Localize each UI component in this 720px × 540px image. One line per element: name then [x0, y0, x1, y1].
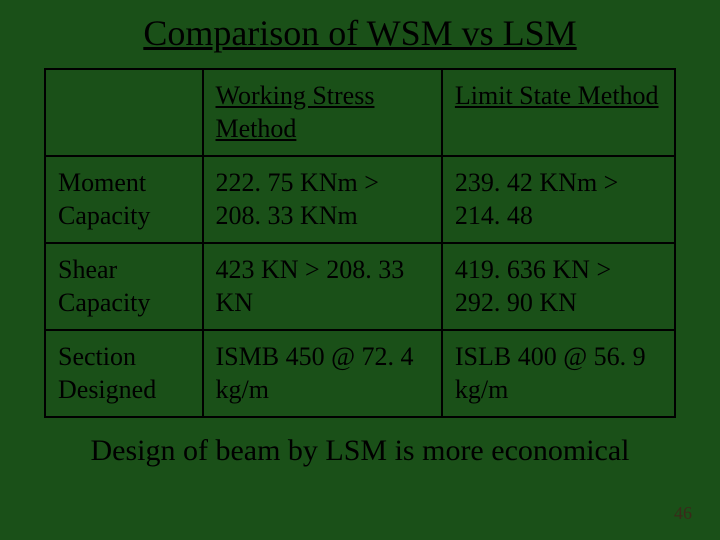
table-row: Moment Capacity 222. 75 KNm > 208. 33 KN… [45, 156, 675, 243]
page-number: 46 [674, 503, 692, 524]
footer-note: Design of beam by LSM is more economical [0, 434, 720, 468]
row-label: Shear Capacity [45, 243, 203, 330]
header-lsm: Limit State Method [442, 69, 675, 156]
header-blank [45, 69, 203, 156]
row-wsm: ISMB 450 @ 72. 4 kg/m [203, 330, 442, 417]
row-label: Section Designed [45, 330, 203, 417]
row-label: Moment Capacity [45, 156, 203, 243]
table-row: Shear Capacity 423 KN > 208. 33 KN 419. … [45, 243, 675, 330]
page-title: Comparison of WSM vs LSM [0, 0, 720, 68]
row-wsm: 423 KN > 208. 33 KN [203, 243, 442, 330]
table-row: Section Designed ISMB 450 @ 72. 4 kg/m I… [45, 330, 675, 417]
header-wsm: Working Stress Method [203, 69, 442, 156]
row-lsm: 239. 42 KNm > 214. 48 [442, 156, 675, 243]
table-header-row: Working Stress Method Limit State Method [45, 69, 675, 156]
row-wsm: 222. 75 KNm > 208. 33 KNm [203, 156, 442, 243]
row-lsm: 419. 636 KN > 292. 90 KN [442, 243, 675, 330]
comparison-table: Working Stress Method Limit State Method… [44, 68, 676, 418]
row-lsm: ISLB 400 @ 56. 9 kg/m [442, 330, 675, 417]
